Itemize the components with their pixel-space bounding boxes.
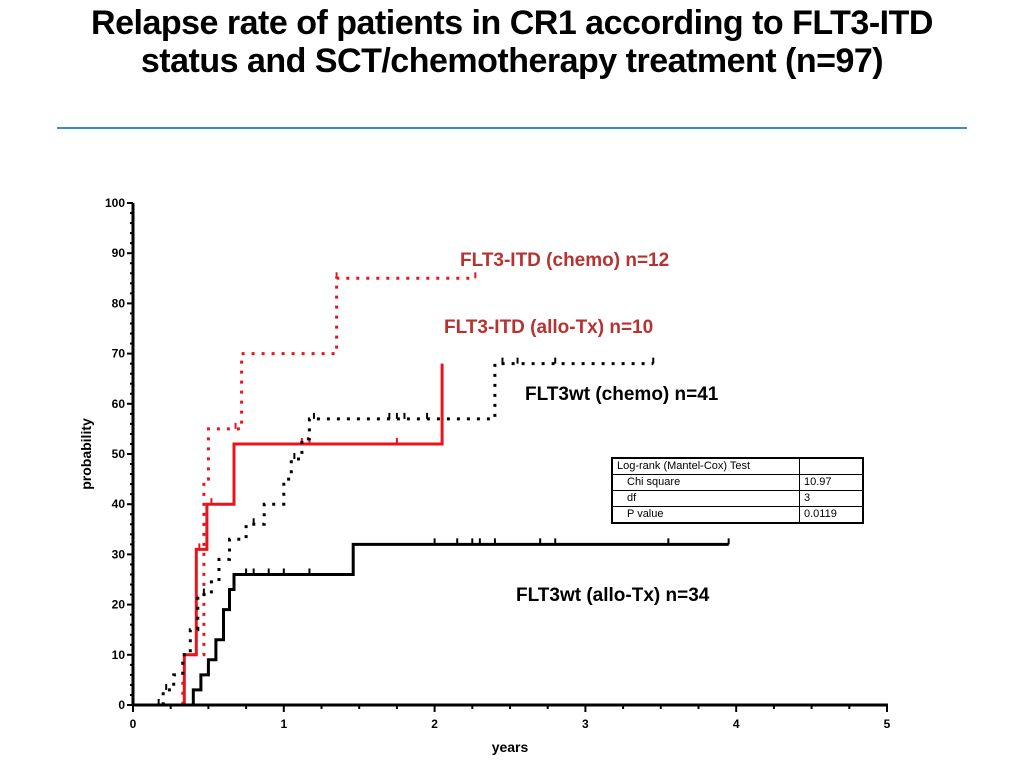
series-label-flt3-itd-allo: FLT3-ITD (allo-Tx) n=10 <box>444 317 653 338</box>
x-tick-label: 1 <box>280 717 287 731</box>
x-tick-label: 4 <box>733 717 740 731</box>
y-tick-label: 50 <box>112 447 126 461</box>
stats-row: Chi square 10.97 <box>611 474 864 491</box>
y-tick-label: 60 <box>112 397 126 411</box>
series-line <box>133 542 729 707</box>
x-axis-title: years <box>492 739 529 755</box>
stats-value: 0.0119 <box>799 506 864 524</box>
stats-label: df <box>611 490 800 507</box>
y-tick-label: 0 <box>118 698 125 712</box>
stats-row: P value 0.0119 <box>611 506 864 524</box>
stats-label: Chi square <box>611 474 800 491</box>
log-rank-test-table: Log-rank (Mantel-Cox) Test Chi square 10… <box>611 457 864 524</box>
stats-header: Log-rank (Mantel-Cox) Test <box>611 457 800 475</box>
stats-header-value <box>799 457 864 475</box>
series-label-flt3wt-allo: FLT3wt (allo-Tx) n=34 <box>516 585 710 606</box>
y-tick-label: 90 <box>112 246 126 260</box>
stats-header-row: Log-rank (Mantel-Cox) Test <box>611 457 864 475</box>
slide-title: Relapse rate of patients in CR1 accordin… <box>91 4 933 80</box>
stats-label: P value <box>611 506 800 524</box>
y-tick-label: 10 <box>112 648 126 662</box>
y-axis-title: probability <box>78 418 94 490</box>
y-tick-label: 70 <box>112 347 126 361</box>
y-tick-label: 80 <box>112 296 126 310</box>
stats-row: df 3 <box>611 490 864 507</box>
stats-value: 10.97 <box>799 474 864 491</box>
series-label-flt3wt-chemo: FLT3wt (chemo) n=41 <box>525 384 719 405</box>
series-line <box>133 362 654 707</box>
series-2 <box>133 357 655 707</box>
x-tick-label: 0 <box>130 717 137 731</box>
series-label-flt3-itd-chemo: FLT3-ITD (chemo) n=12 <box>460 250 669 271</box>
y-tick-label: 20 <box>112 598 126 612</box>
axes: 0 10 20 30 40 50 60 70 80 90 100 0 1 2 3 4 5 <box>105 196 891 731</box>
series-line <box>133 363 444 707</box>
y-tick-label: 30 <box>112 547 126 561</box>
curves <box>133 272 730 707</box>
y-tick-label: 100 <box>105 196 125 210</box>
series-1 <box>133 363 444 707</box>
series-3 <box>133 538 730 707</box>
series-0 <box>133 272 477 707</box>
y-tick-label: 40 <box>112 497 126 511</box>
title-divider <box>57 127 967 129</box>
stats-value: 3 <box>799 490 864 507</box>
series-line <box>133 276 476 707</box>
x-tick-label: 5 <box>884 717 891 731</box>
x-tick-label: 2 <box>431 717 438 731</box>
x-tick-label: 3 <box>582 717 589 731</box>
